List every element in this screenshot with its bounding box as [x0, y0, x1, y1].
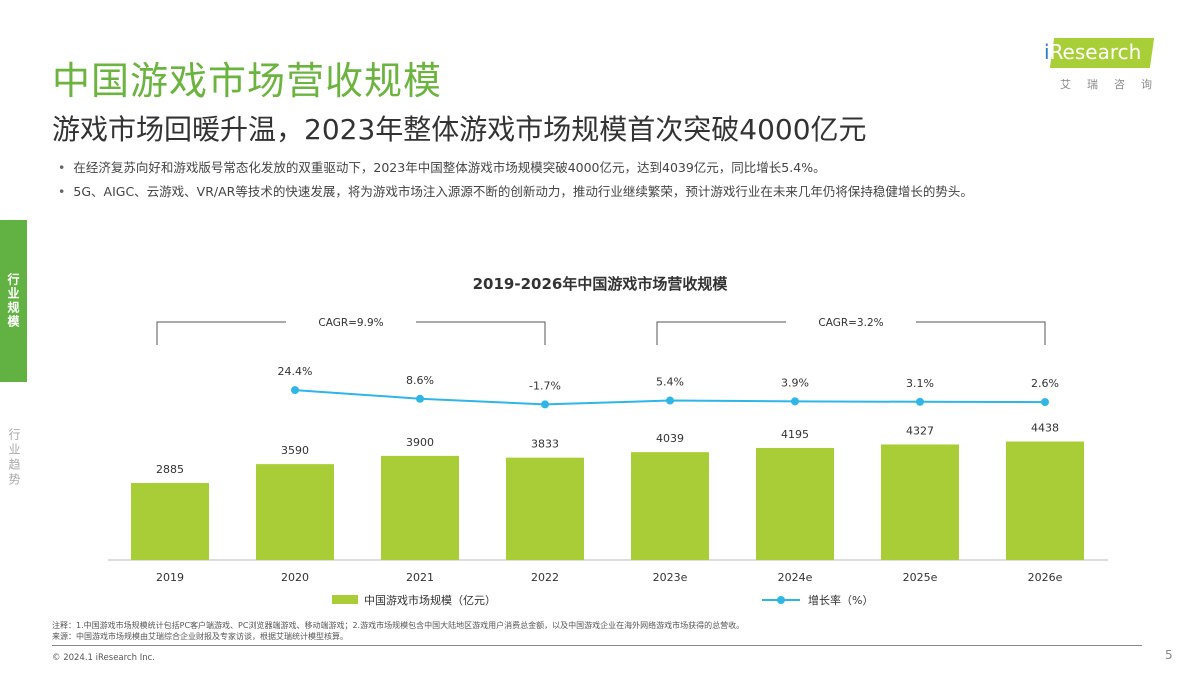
- bar-2019: [131, 482, 209, 560]
- footer-divider: [52, 645, 1142, 646]
- growth-point-2024e: [791, 397, 799, 406]
- page-subtitle: 游戏市场回暖升温，2023年整体游戏市场规模首次突破4000亿元: [52, 113, 867, 146]
- growth-point-2022: [541, 400, 549, 409]
- bar-2020: [256, 464, 334, 560]
- bar-label: 4195: [781, 428, 809, 441]
- bar-2021: [381, 455, 459, 560]
- growth-label: 3.1%: [906, 377, 934, 390]
- bullet-item: 在经济复苏向好和游戏版号常态化发放的双重驱动下，2023年中国整体游戏市场规模突…: [58, 156, 973, 180]
- growth-label: -1.7%: [529, 379, 561, 392]
- growth-point-2026e: [1041, 398, 1049, 407]
- bar-label: 4039: [656, 432, 684, 445]
- growth-point-2021: [416, 394, 424, 403]
- cagr-label: CAGR=9.9%: [318, 317, 383, 329]
- chart-title: 2019-2026年中国游戏市场营收规模: [473, 275, 729, 293]
- bar-label: 4438: [1031, 422, 1059, 435]
- x-tick-label: 2026e: [1028, 571, 1063, 584]
- x-tick-label: 2020: [281, 571, 309, 584]
- source-text: 来源：中国游戏市场规模由艾瑞综合企业财报及专家访谈，根据艾瑞统计模型核算。: [52, 632, 348, 641]
- cagr-bracket: [656, 321, 1046, 345]
- bar-label: 3590: [281, 444, 309, 457]
- growth-point-2020: [291, 386, 299, 395]
- footnotes: 注释：1.中国游戏市场规模统计包括PC客户端游戏、PC浏览器端游戏、移动端游戏；…: [52, 620, 744, 642]
- cagr-bracket: [156, 321, 546, 345]
- growth-label: 8.6%: [406, 374, 434, 387]
- x-tick-label: 2024e: [778, 571, 813, 584]
- growth-point-2023e: [666, 396, 674, 405]
- bar-2025e: [881, 444, 959, 560]
- cagr-label: CAGR=3.2%: [818, 317, 883, 329]
- bar-2023e: [631, 452, 709, 560]
- bar-label: 4327: [906, 424, 934, 437]
- sidebar-item-industry-scale[interactable]: 行业规模: [0, 220, 27, 382]
- bar-2022: [506, 457, 584, 560]
- bar-label: 3900: [406, 436, 434, 449]
- bullet-item: 5G、AIGC、云游戏、VR/AR等技术的快速发展，将为游戏市场注入源源不断的创…: [58, 180, 972, 204]
- growth-label: 2.6%: [1031, 377, 1059, 390]
- bar-label: 3833: [531, 438, 559, 451]
- growth-label: 5.4%: [656, 376, 684, 389]
- x-tick-label: 2021: [406, 571, 434, 584]
- x-tick-label: 2022: [531, 571, 559, 584]
- page-title: 中国游戏市场营收规模: [52, 59, 443, 103]
- legend-line-marker: [777, 596, 785, 604]
- legend-bar-label: 中国游戏市场规模（亿元）: [364, 593, 496, 607]
- note-text: 注释：1.中国游戏市场规模统计包括PC客户端游戏、PC浏览器端游戏、移动端游戏；…: [52, 621, 745, 630]
- x-tick-label: 2023e: [653, 571, 688, 584]
- sidebar-item-industry-trend[interactable]: 行业趋势: [7, 428, 21, 488]
- x-tick-label: 2025e: [903, 571, 938, 584]
- legend-line-label: 增长率（%）: [808, 593, 873, 607]
- x-tick-label: 2019: [156, 571, 184, 584]
- bar-2026e: [1006, 441, 1084, 560]
- growth-point-2025e: [916, 397, 924, 406]
- bullet-list: 在经济复苏向好和游戏版号常态化发放的双重驱动下，2023年中国整体游戏市场规模突…: [58, 156, 973, 204]
- bar-2024e: [756, 447, 834, 560]
- growth-label: 3.9%: [781, 376, 809, 389]
- bar-label: 2885: [156, 463, 184, 476]
- copyright: © 2024.1 iResearch Inc.: [52, 653, 155, 663]
- growth-label: 24.4%: [278, 365, 313, 378]
- legend-bar-swatch: [332, 595, 358, 604]
- page-number: 5: [1165, 648, 1173, 662]
